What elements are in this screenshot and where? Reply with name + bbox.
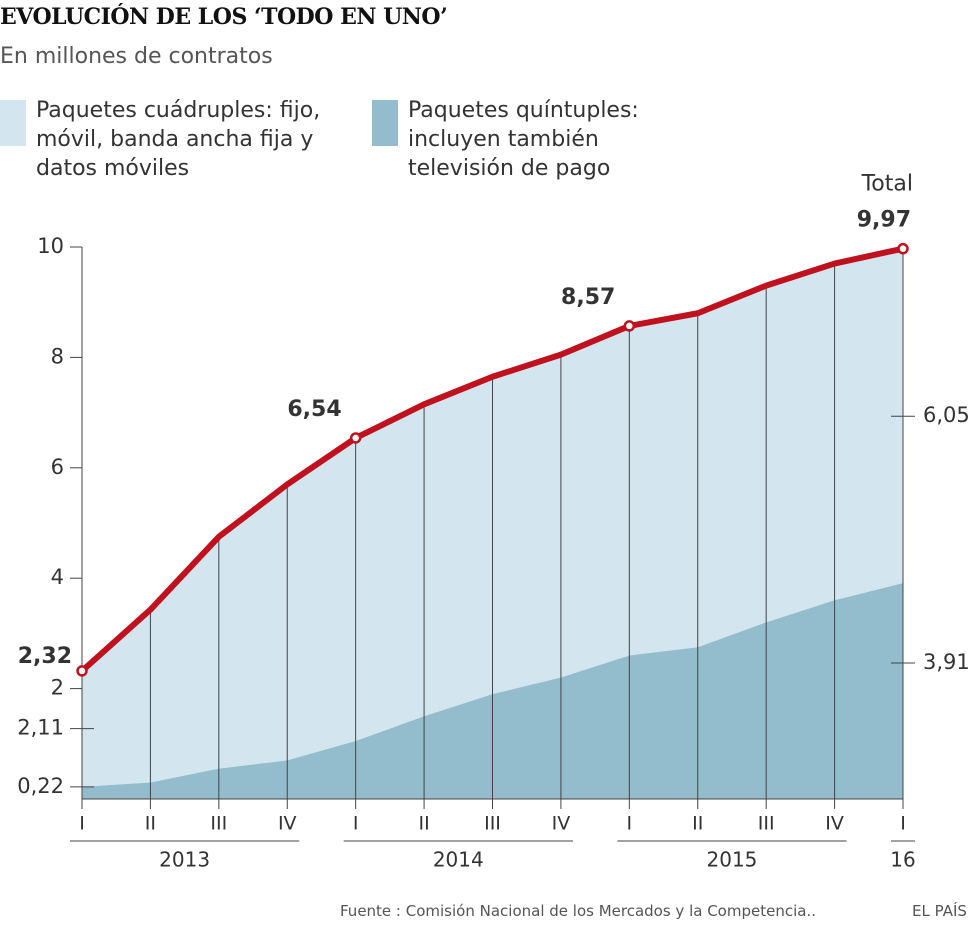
x-tick-label: I [900, 813, 906, 835]
x-tick-label: III [484, 813, 501, 835]
line [79, 245, 904, 674]
series-label: Total [861, 172, 913, 197]
legend-swatch [0, 100, 26, 146]
title: EVOLUCIÓN DE LOS ‘TODO EN UNO’ [0, 4, 448, 30]
x-tick-label: I [353, 813, 359, 835]
y-tick-label: 8 [51, 344, 64, 368]
data-label: 3,91 [923, 650, 970, 674]
data-label: 2,32 [18, 644, 72, 669]
source: Fuente : Comisión Nacional de los Mercad… [340, 902, 816, 920]
point [897, 242, 909, 255]
x-tick-label: IV [278, 813, 297, 835]
year-label: 16 [890, 848, 915, 872]
brand: EL PAÍS [912, 902, 967, 920]
x-tick-label: IV [825, 813, 844, 835]
data-label: 6,54 [287, 397, 341, 422]
x-tick-label: I [627, 813, 633, 835]
x-tick-label: I [79, 813, 85, 835]
point [623, 320, 636, 332]
legend-label: Paquetes cuádruples: fijo, móvil, banda … [36, 98, 321, 181]
x-tick-label: III [210, 813, 227, 835]
point [76, 665, 88, 677]
point [349, 432, 362, 444]
data-label: 8,57 [561, 285, 615, 310]
x-tick-label: III [758, 813, 775, 835]
year-label: 2014 [433, 848, 484, 872]
y-tick-label: 2 [51, 676, 64, 700]
subtitle: En millones de contratos [0, 44, 273, 69]
x-tick-label: IV [552, 813, 571, 835]
year-label: 2015 [707, 848, 758, 872]
y-tick-label: 6 [51, 455, 64, 479]
legend-label: Paquetes quíntuples: incluyen también te… [408, 98, 639, 181]
x-tick-label: II [145, 813, 156, 835]
data-label: 9,97 [857, 208, 911, 233]
data-label: 6,05 [923, 403, 970, 427]
data-label: 2,11 [17, 716, 64, 740]
y-tick-label: 10 [37, 234, 64, 258]
data-label: 0,22 [17, 774, 64, 798]
y-tick-label: 4 [51, 565, 64, 589]
year-label: 2013 [159, 848, 210, 872]
x-tick-label: II [692, 813, 703, 835]
x-tick-label: II [418, 813, 429, 835]
legend-swatch [372, 100, 398, 146]
